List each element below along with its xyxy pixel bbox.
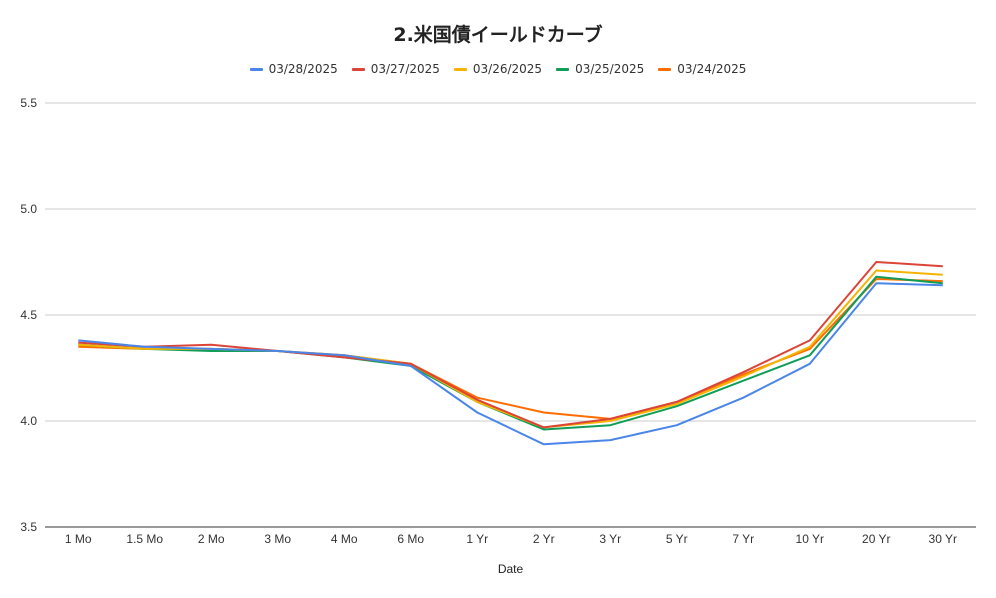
x-tick-label: 5 Yr (666, 532, 688, 546)
legend-label: 03/28/2025 (268, 62, 338, 76)
series-line (78, 275, 943, 431)
x-tick-label: 4 Mo (331, 532, 358, 546)
legend-label: 03/27/2025 (370, 62, 440, 76)
x-tick-label: 6 Mo (397, 532, 424, 546)
legend-item[interactable]: 03/24/2025 (658, 62, 746, 76)
legend-label: 03/24/2025 (677, 62, 747, 76)
legend-swatch (351, 67, 365, 71)
legend-label: 03/25/2025 (575, 62, 645, 76)
x-tick-label: 2 Yr (533, 532, 555, 546)
x-tick-label: 3 Mo (264, 532, 291, 546)
legend-item[interactable]: 03/25/2025 (556, 62, 644, 76)
legend-item[interactable]: 03/27/2025 (351, 62, 440, 76)
y-tick-label: 5.5 (20, 96, 37, 110)
y-tick-label: 3.5 (20, 520, 37, 534)
chart-legend: 03/28/2025 03/27/2025 03/26/2025 03/25/2025… (0, 62, 996, 76)
legend-item[interactable]: 03/26/2025 (453, 62, 543, 76)
legend-swatch (453, 67, 467, 71)
legend-swatch (556, 67, 570, 71)
x-tick-label: 1 Yr (466, 532, 488, 546)
x-tick-label: 7 Yr (732, 532, 754, 546)
legend-item[interactable]: 03/28/2025 (249, 62, 338, 76)
y-tick-label: 4.5 (20, 308, 37, 322)
x-tick-label: 30 Yr (929, 532, 957, 546)
y-tick-label: 5.0 (20, 202, 37, 216)
x-tick-label: 3 Yr (599, 532, 621, 546)
chart-title: 2.米国債イールドカーブ (393, 24, 603, 46)
x-tick-label: 1 Mo (65, 532, 92, 546)
x-tick-label: 2 Mo (198, 532, 225, 546)
y-tick-label: 4.0 (20, 414, 37, 428)
x-tick-label: 20 Yr (862, 532, 890, 546)
x-tick-label: 10 Yr (796, 532, 824, 546)
legend-swatch (249, 67, 263, 71)
series-line (78, 261, 943, 429)
legend-label: 03/26/2025 (472, 62, 543, 76)
x-axis-title: Date (498, 562, 524, 576)
series-line (78, 282, 943, 446)
x-tick-label: 1.5 Mo (126, 532, 163, 546)
legend-swatch (658, 67, 672, 71)
